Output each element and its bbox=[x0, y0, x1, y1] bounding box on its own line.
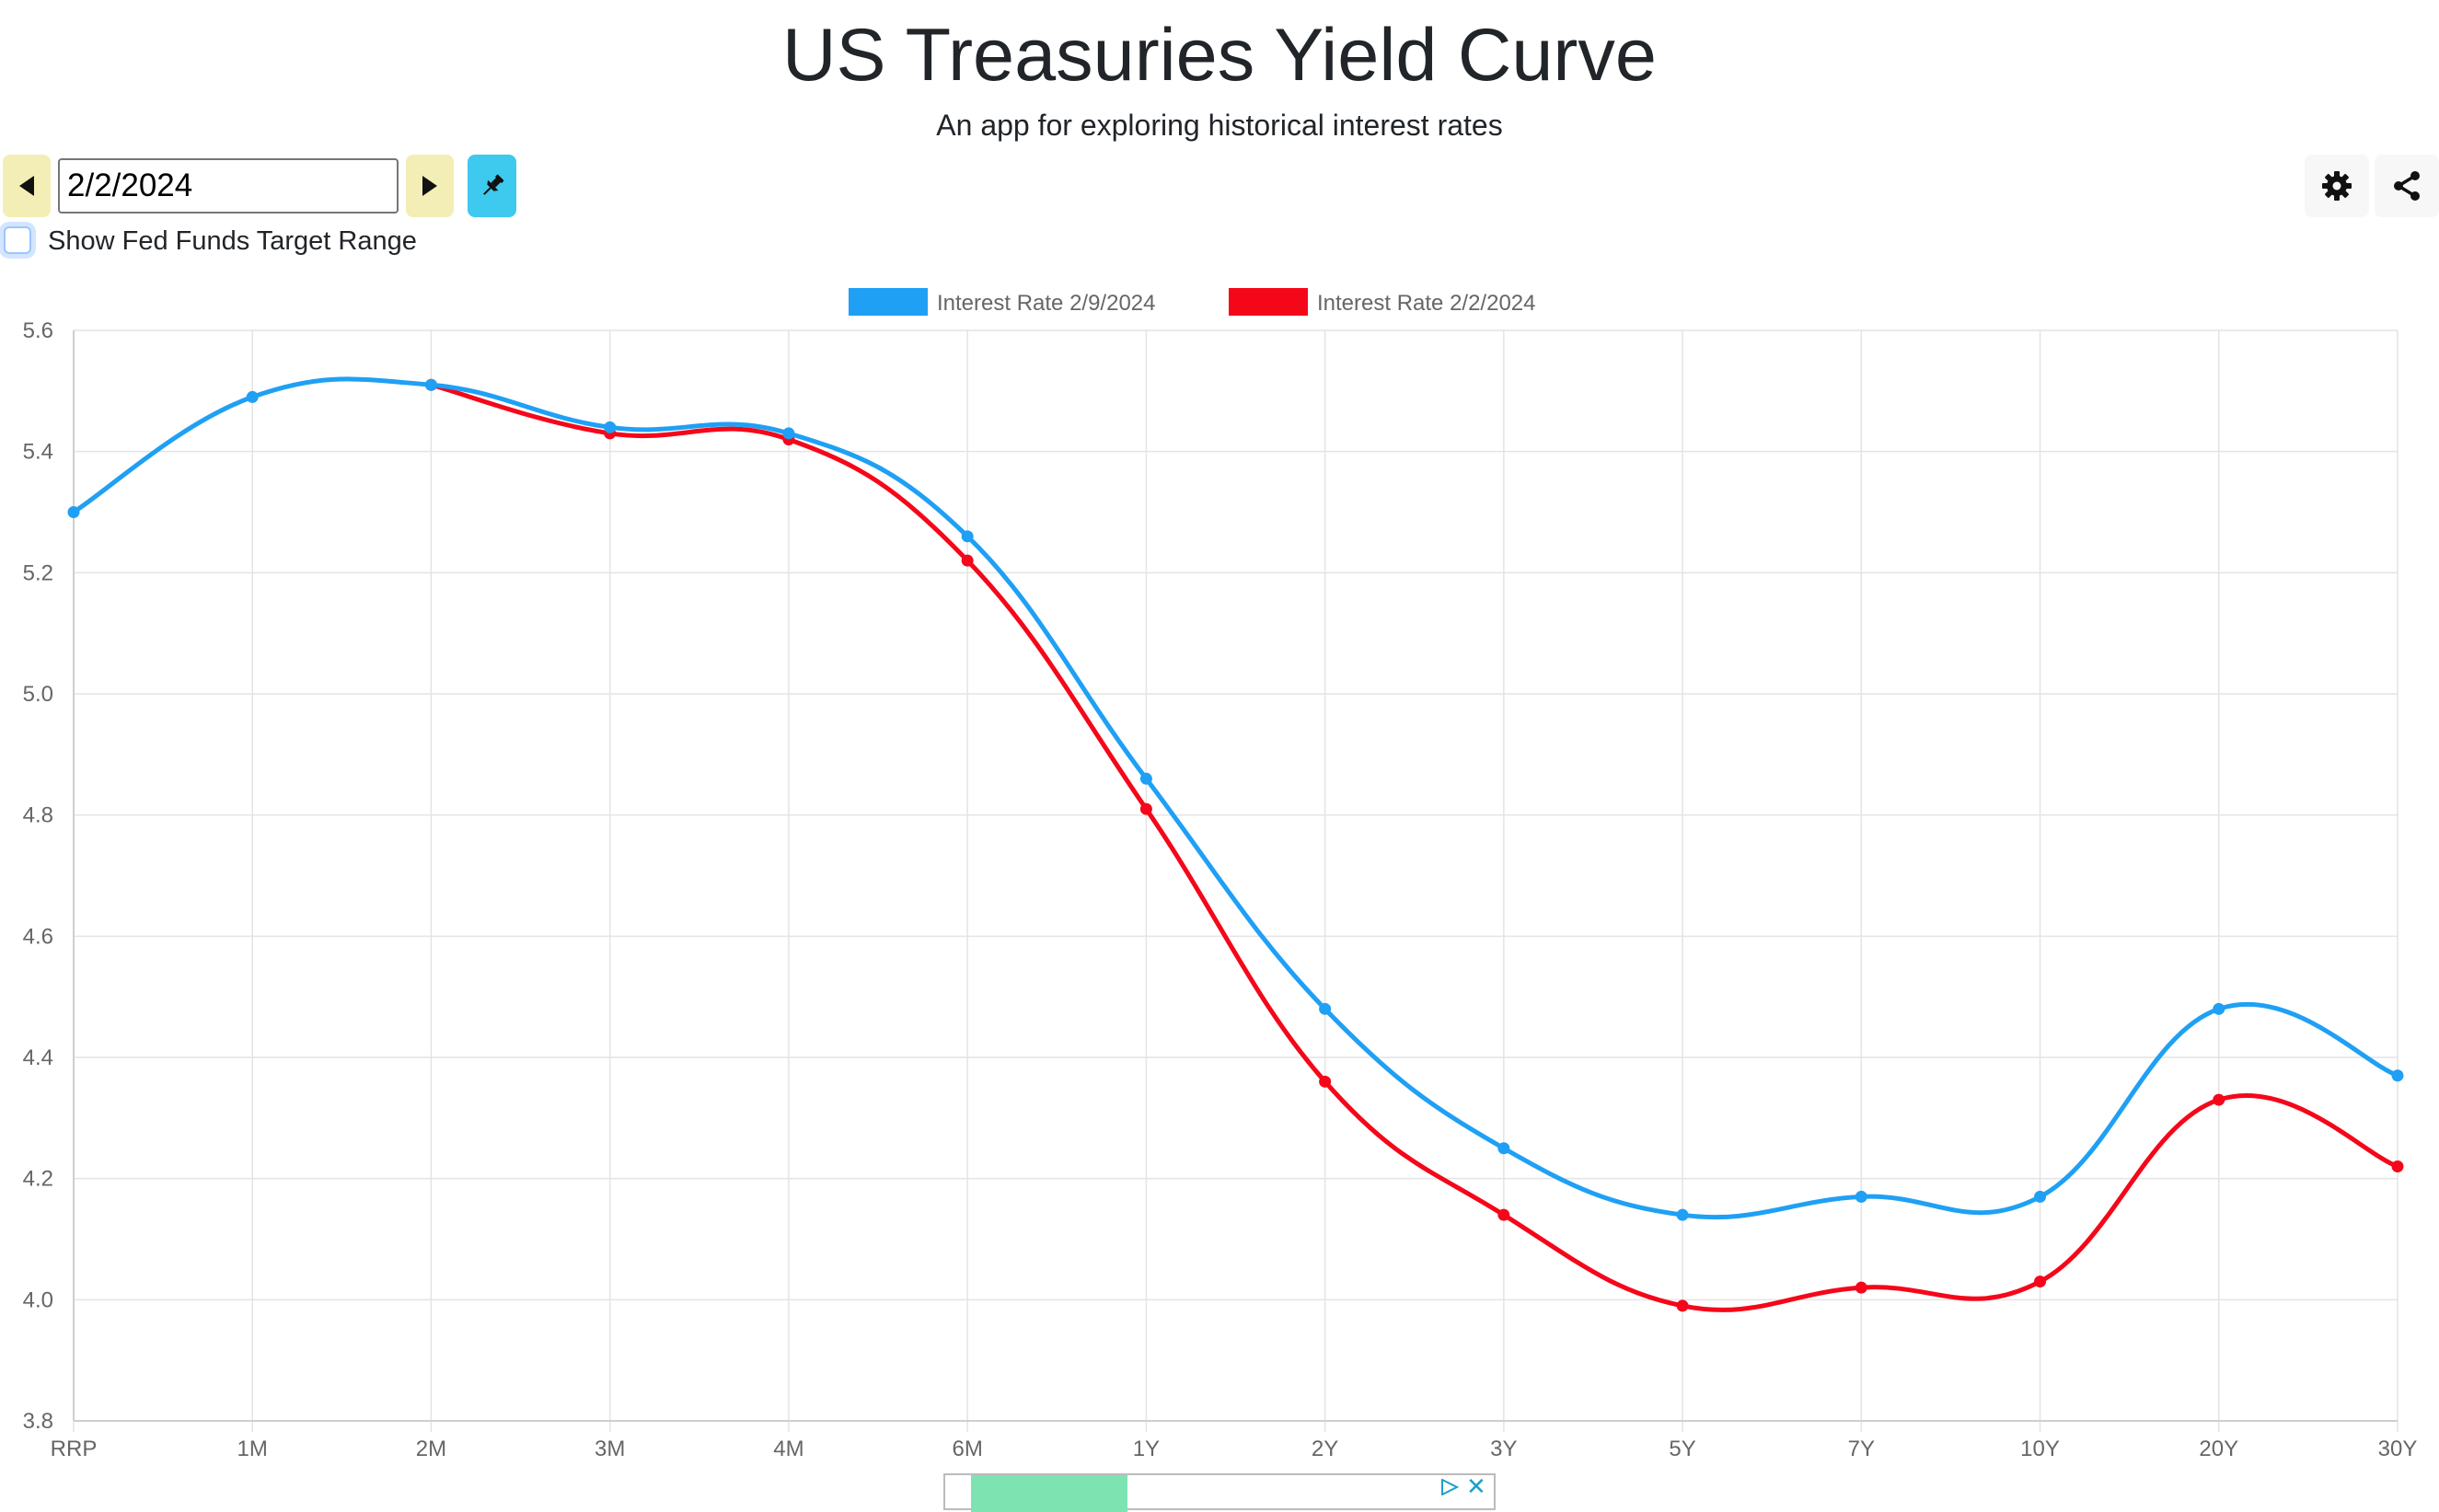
y-tick-label: 4.8 bbox=[23, 803, 53, 828]
yield-curve-chart: 3.8 4.0 4.2 4.4 4.6 4.8 5.0 5.2 5.4 5.6 RRP 1M 2M 3M 4… bbox=[23, 288, 2418, 1461]
data-point bbox=[1855, 1190, 1867, 1203]
data-point bbox=[67, 506, 80, 518]
previous-date-button[interactable] bbox=[3, 155, 51, 217]
data-point bbox=[2391, 1160, 2404, 1172]
gear-icon bbox=[2322, 171, 2352, 201]
x-tick-label: 6M bbox=[952, 1437, 982, 1461]
series-line bbox=[428, 382, 2400, 1312]
page-subtitle: An app for exploring historical interest… bbox=[936, 109, 1503, 142]
data-point bbox=[782, 427, 795, 440]
ad-image bbox=[971, 1475, 1127, 1512]
x-tick-label: 7Y bbox=[1848, 1437, 1875, 1461]
next-date-button[interactable] bbox=[406, 155, 454, 217]
page-title: US Treasuries Yield Curve bbox=[782, 14, 1657, 97]
data-point bbox=[1319, 1002, 1332, 1015]
x-tick-label: 1M bbox=[237, 1437, 268, 1461]
data-point bbox=[1497, 1142, 1510, 1155]
ad-banner[interactable]: ✕ bbox=[943, 1472, 1496, 1512]
data-point bbox=[2034, 1190, 2047, 1203]
x-tick-label: 20Y bbox=[2199, 1437, 2238, 1461]
data-point bbox=[1676, 1208, 1689, 1221]
fed-funds-label: Show Fed Funds Target Range bbox=[48, 226, 417, 256]
data-point bbox=[2213, 1002, 2225, 1015]
y-tick-label: 5.4 bbox=[23, 440, 53, 465]
y-tick-label: 4.6 bbox=[23, 924, 53, 949]
legend-label: Interest Rate 2/2/2024 bbox=[1317, 291, 1536, 316]
legend-swatch bbox=[849, 288, 928, 316]
data-point bbox=[1855, 1281, 1867, 1294]
y-tick-label: 4.4 bbox=[23, 1045, 53, 1070]
data-point bbox=[246, 390, 259, 403]
data-point bbox=[2034, 1275, 2047, 1288]
x-tick-label: 3Y bbox=[1490, 1437, 1517, 1461]
x-tick-label: 2M bbox=[416, 1437, 446, 1461]
ad-choices-icon[interactable] bbox=[1440, 1479, 1459, 1495]
x-tick-label: 10Y bbox=[2020, 1437, 2060, 1461]
y-tick-label: 5.0 bbox=[23, 682, 53, 707]
y-tick-label: 5.6 bbox=[23, 318, 53, 343]
data-point bbox=[1139, 802, 1152, 815]
pin-button[interactable] bbox=[468, 155, 516, 217]
series-line bbox=[71, 376, 2400, 1220]
legend-swatch bbox=[1229, 288, 1308, 316]
x-tick-label: 4M bbox=[773, 1437, 803, 1461]
fed-funds-checkbox[interactable] bbox=[4, 226, 31, 254]
x-tick-label: 2Y bbox=[1312, 1437, 1338, 1461]
triangle-right-icon bbox=[422, 176, 437, 196]
data-point bbox=[424, 378, 437, 391]
data-point bbox=[1139, 772, 1152, 785]
settings-button[interactable] bbox=[2305, 155, 2369, 217]
x-tick-label: 1Y bbox=[1133, 1437, 1160, 1461]
data-point bbox=[604, 421, 617, 433]
y-tick-label: 5.2 bbox=[23, 560, 53, 585]
y-tick-label: 4.2 bbox=[23, 1167, 53, 1192]
data-point bbox=[961, 554, 974, 567]
y-tick-label: 4.0 bbox=[23, 1287, 53, 1312]
triangle-left-icon bbox=[19, 176, 34, 196]
x-tick-label: 30Y bbox=[2378, 1437, 2418, 1461]
date-input[interactable] bbox=[58, 158, 399, 214]
data-point bbox=[1319, 1075, 1332, 1088]
share-icon bbox=[2394, 171, 2420, 201]
x-tick-label: 3M bbox=[595, 1437, 625, 1461]
data-point bbox=[961, 530, 974, 543]
legend-label: Interest Rate 2/9/2024 bbox=[937, 291, 1156, 316]
ad-close-icon[interactable]: ✕ bbox=[1466, 1472, 1486, 1500]
data-point bbox=[1676, 1299, 1689, 1312]
data-point bbox=[2391, 1069, 2404, 1082]
data-point bbox=[2213, 1093, 2225, 1106]
y-tick-label: 3.8 bbox=[23, 1409, 53, 1434]
x-tick-label: 5Y bbox=[1669, 1437, 1695, 1461]
data-point bbox=[1497, 1208, 1510, 1221]
pin-icon bbox=[482, 174, 503, 195]
x-tick-label: RRP bbox=[51, 1437, 98, 1461]
share-button[interactable] bbox=[2375, 155, 2439, 217]
